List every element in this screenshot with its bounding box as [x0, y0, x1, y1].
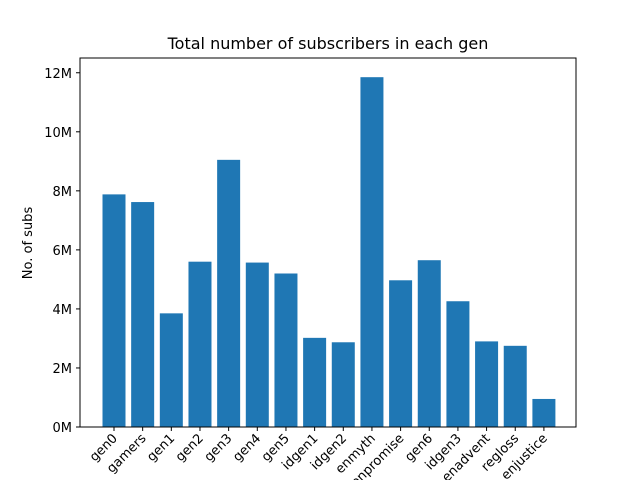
- bar-enpromise: [389, 280, 413, 427]
- x-tick-label-gen3: gen3: [202, 431, 236, 465]
- x-axis-ticks: gen0gamersgen1gen2gen3gen4gen5idgen1idge…: [87, 427, 551, 480]
- y-tick-label: 6M: [53, 244, 73, 259]
- bar-idgen1: [303, 337, 327, 427]
- bar-gen0: [102, 194, 126, 427]
- bar-gen3: [217, 159, 241, 427]
- y-tick-label: 0M: [53, 421, 73, 436]
- y-tick-label: 10M: [44, 126, 72, 141]
- y-tick-label: 4M: [53, 303, 73, 318]
- bar-enjustice: [532, 398, 556, 427]
- x-tick-label-gen2: gen2: [173, 431, 207, 465]
- plot-frame: [79, 57, 577, 428]
- bar-enmyth: [360, 77, 384, 428]
- x-tick-label-gen1: gen1: [144, 431, 178, 465]
- chart-title: Total number of subscribers in each gen: [167, 34, 489, 53]
- bar-gen1: [159, 313, 183, 427]
- x-tick-label-gen4: gen4: [230, 431, 264, 465]
- y-axis-ticks: 0M 2M 4M 6M 8M 10M 12M: [44, 67, 80, 436]
- bar-idgen2: [331, 342, 355, 427]
- y-tick-label: 8M: [53, 185, 73, 200]
- y-tick-label: 2M: [53, 362, 73, 377]
- bar-idgen3: [446, 301, 470, 427]
- y-tick-label: 12M: [44, 67, 72, 82]
- bar-regloss: [503, 345, 527, 427]
- bar-gamers: [131, 202, 155, 427]
- bar-gen5: [274, 273, 298, 427]
- y-axis-label: No. of subs: [21, 207, 36, 280]
- bar-gen6: [417, 260, 441, 427]
- bar-enadvent: [475, 341, 499, 427]
- bar-gen4: [245, 262, 269, 427]
- bar-gen2: [188, 261, 212, 427]
- bars-group: [102, 77, 556, 428]
